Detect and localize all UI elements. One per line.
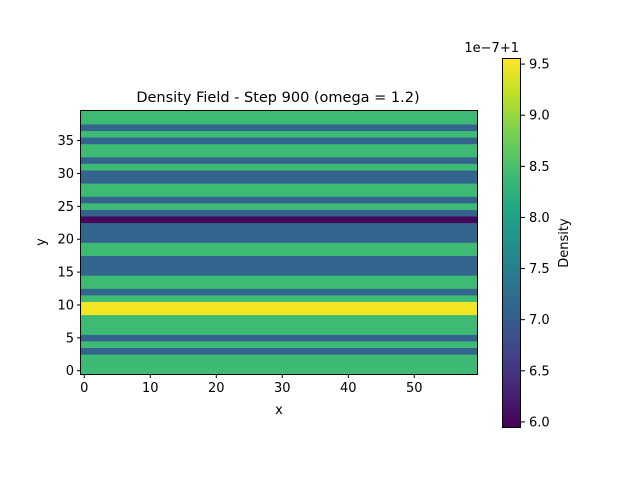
- heatmap-row: [81, 281, 477, 289]
- y-axis-label: y: [34, 238, 49, 246]
- x-tick-label: 20: [208, 381, 225, 396]
- heatmap-row: [81, 327, 477, 335]
- heatmap-row: [81, 288, 477, 296]
- x-tick-label: 30: [274, 381, 291, 396]
- heatmap-row: [81, 176, 477, 184]
- colorbar-tick-label: 7.0: [529, 313, 550, 328]
- heatmap-row: [81, 295, 477, 302]
- y-tick-label: 15: [57, 266, 74, 281]
- x-tick-label: 0: [80, 381, 88, 396]
- heatmap-row: [81, 235, 477, 243]
- heatmap-row: [81, 157, 477, 164]
- x-tick-label: 40: [340, 381, 357, 396]
- heatmap-row: [81, 301, 477, 309]
- y-tick-label: 0: [66, 364, 74, 379]
- heatmap-row: [81, 163, 477, 171]
- heatmap-row: [81, 137, 477, 145]
- heatmap-row: [81, 124, 477, 132]
- heatmap-row: [81, 360, 477, 368]
- y-tick-label: 5: [66, 331, 74, 346]
- heatmap-row: [81, 367, 477, 375]
- heatmap-row: [81, 222, 477, 230]
- heatmap-row: [81, 216, 477, 224]
- colorbar-label: Density: [557, 218, 572, 268]
- y-tick-label: 20: [57, 233, 74, 248]
- heatmap-row: [81, 314, 477, 322]
- heatmap-row: [81, 130, 477, 138]
- colorbar-tick-label: 6.5: [529, 364, 550, 379]
- heatmap-row: [81, 275, 477, 283]
- heatmap-row: [81, 334, 477, 342]
- plot-frame: [80, 110, 478, 375]
- heatmap-row: [81, 321, 477, 329]
- heatmap-row: [81, 249, 477, 256]
- colorbar-offset-label: 1e−7+1: [464, 41, 519, 56]
- heatmap-row: [81, 203, 477, 210]
- y-axis-ticks: 0 5 10 15 20 25 30 35: [57, 134, 81, 379]
- heatmap-row: [81, 229, 477, 237]
- heatmap-row: [81, 268, 477, 276]
- heatmap-row: [81, 354, 477, 362]
- y-tick-label: 30: [57, 167, 74, 182]
- colorbar-tick-label: 6.0: [529, 415, 550, 430]
- colorbar: [502, 58, 521, 428]
- heatmap-row: [81, 183, 477, 191]
- colorbar-tick-label: 8.5: [529, 160, 550, 175]
- heatmap-row: [81, 143, 477, 151]
- heatmap-rows: [81, 111, 477, 375]
- heatmap-row: [81, 255, 477, 263]
- heatmap-row: [81, 117, 477, 125]
- heatmap-row: [81, 242, 477, 250]
- colorbar-tick-label: 8.0: [529, 211, 550, 226]
- x-tick-label: 50: [406, 381, 423, 396]
- colorbar-tick-label: 7.5: [529, 262, 550, 277]
- y-tick-label: 10: [57, 298, 74, 313]
- heatmap-row: [81, 150, 477, 158]
- heatmap-row: [81, 308, 477, 316]
- heatmap-row: [81, 111, 477, 118]
- heatmap-row: [81, 262, 477, 270]
- y-tick-label: 25: [57, 200, 74, 215]
- heatmap-row: [81, 170, 477, 178]
- heatmap-row: [81, 347, 477, 355]
- heatmap-row: [81, 341, 477, 348]
- colorbar-tick-label: 9.5: [529, 58, 550, 73]
- heatmap-row: [81, 189, 477, 197]
- colorbar-ticks: 6.0 6.5 7.0 7.5 8.0 8.5 9.0 9.5: [521, 58, 550, 430]
- chart-title: Density Field - Step 900 (omega = 1.2): [136, 90, 419, 106]
- heatmap-row: [81, 196, 477, 204]
- colorbar-tick-label: 9.0: [529, 109, 550, 124]
- heatmap-row: [81, 209, 477, 217]
- x-axis-ticks: 0 10 20 30 40 50: [80, 374, 423, 396]
- x-axis-label: x: [275, 403, 283, 418]
- y-tick-label: 35: [57, 134, 74, 149]
- x-tick-label: 10: [142, 381, 159, 396]
